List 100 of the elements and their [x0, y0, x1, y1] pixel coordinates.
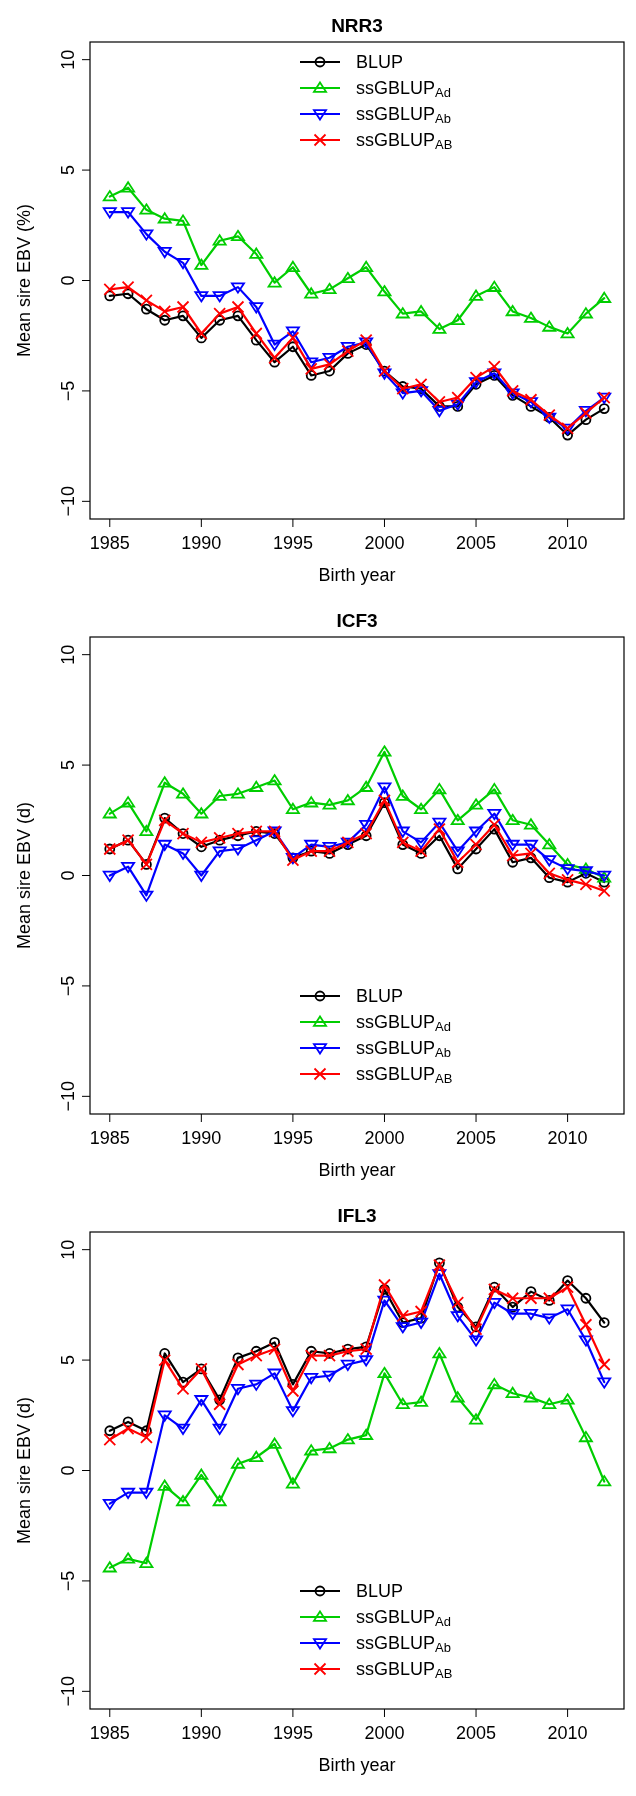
point — [543, 1295, 555, 1306]
point — [415, 848, 427, 859]
y-tick-label: 10 — [58, 49, 78, 70]
point — [249, 1349, 263, 1363]
point — [487, 1297, 502, 1310]
y-tick-label: −10 — [58, 1676, 78, 1707]
x-tick-label: 1985 — [89, 533, 130, 553]
point — [176, 787, 190, 799]
y-axis-title: Mean sire EBV (d) — [14, 801, 34, 950]
point — [212, 1495, 227, 1507]
point — [102, 1498, 117, 1511]
legend-label: ssGBLUP$_{Ab}$ — [356, 104, 451, 127]
point — [560, 858, 575, 870]
y-axis-title: Mean sire EBV (d) — [14, 1396, 34, 1545]
point — [285, 326, 300, 338]
point — [524, 1291, 538, 1305]
point — [212, 234, 227, 246]
point — [359, 819, 374, 832]
point — [121, 1487, 136, 1499]
point — [103, 282, 117, 296]
x-tick-label: 1990 — [181, 533, 222, 553]
point — [159, 314, 171, 326]
point — [323, 358, 336, 371]
point — [450, 313, 465, 325]
point — [250, 334, 262, 346]
legend-label: BLUP — [356, 1581, 404, 1601]
point — [580, 1292, 592, 1304]
point — [231, 229, 245, 242]
point — [562, 429, 573, 441]
point — [487, 808, 502, 821]
point — [524, 818, 538, 830]
point — [505, 839, 520, 851]
point — [340, 1433, 355, 1445]
point — [340, 1359, 355, 1371]
x-tick-label: 2000 — [364, 533, 405, 553]
point — [213, 307, 227, 321]
point — [141, 1425, 152, 1437]
point — [121, 207, 136, 219]
point — [450, 846, 465, 858]
point — [285, 1406, 300, 1418]
point — [597, 291, 612, 303]
point — [104, 290, 116, 302]
point — [287, 341, 299, 353]
point — [158, 1353, 172, 1367]
y-tick-label: 5 — [58, 1355, 78, 1366]
x-tick-label: 2010 — [547, 1128, 588, 1148]
point — [139, 203, 154, 215]
x-tick-label: 2005 — [456, 1128, 497, 1148]
point — [505, 305, 520, 317]
point — [232, 310, 244, 322]
point — [487, 818, 501, 832]
point — [323, 1349, 336, 1363]
y-tick-label: 10 — [58, 644, 78, 665]
x-tick-label: 1990 — [181, 1128, 222, 1148]
point — [304, 362, 318, 376]
x-tick-label: 2010 — [547, 1723, 588, 1743]
point — [176, 1382, 190, 1396]
point — [451, 391, 465, 404]
legend-label: ssGBLUP$_{Ad}$ — [356, 78, 451, 101]
point — [212, 1423, 227, 1435]
point — [157, 212, 172, 224]
point — [249, 302, 264, 314]
point — [414, 802, 429, 814]
point — [524, 393, 538, 407]
point — [140, 293, 153, 307]
point — [469, 798, 483, 810]
point — [377, 745, 392, 757]
point — [249, 327, 263, 340]
point — [269, 356, 280, 368]
point — [525, 1286, 537, 1298]
point — [122, 288, 134, 300]
point — [304, 839, 319, 851]
legend-label: BLUP — [356, 986, 404, 1006]
point — [176, 300, 190, 314]
point — [395, 1322, 410, 1334]
point — [139, 229, 154, 241]
point — [597, 1358, 611, 1371]
point — [102, 207, 117, 219]
point — [121, 1552, 136, 1564]
point — [524, 311, 538, 323]
point — [414, 844, 428, 858]
x-tick-label: 1990 — [181, 1723, 222, 1743]
point — [304, 1349, 318, 1363]
point — [176, 848, 190, 860]
point — [359, 1428, 374, 1440]
y-tick-label: 0 — [58, 870, 78, 881]
x-axis-title: Birth year — [318, 1160, 396, 1180]
point — [432, 1269, 447, 1281]
point — [103, 1433, 117, 1446]
point — [286, 331, 300, 345]
point — [432, 817, 447, 829]
point — [597, 1475, 612, 1487]
point — [560, 864, 575, 876]
point — [488, 823, 500, 835]
point — [433, 395, 446, 409]
x-tick-label: 1995 — [272, 1128, 313, 1148]
point — [139, 1487, 154, 1499]
point — [324, 365, 335, 377]
point — [597, 884, 611, 898]
y-tick-label: −5 — [58, 1570, 78, 1592]
